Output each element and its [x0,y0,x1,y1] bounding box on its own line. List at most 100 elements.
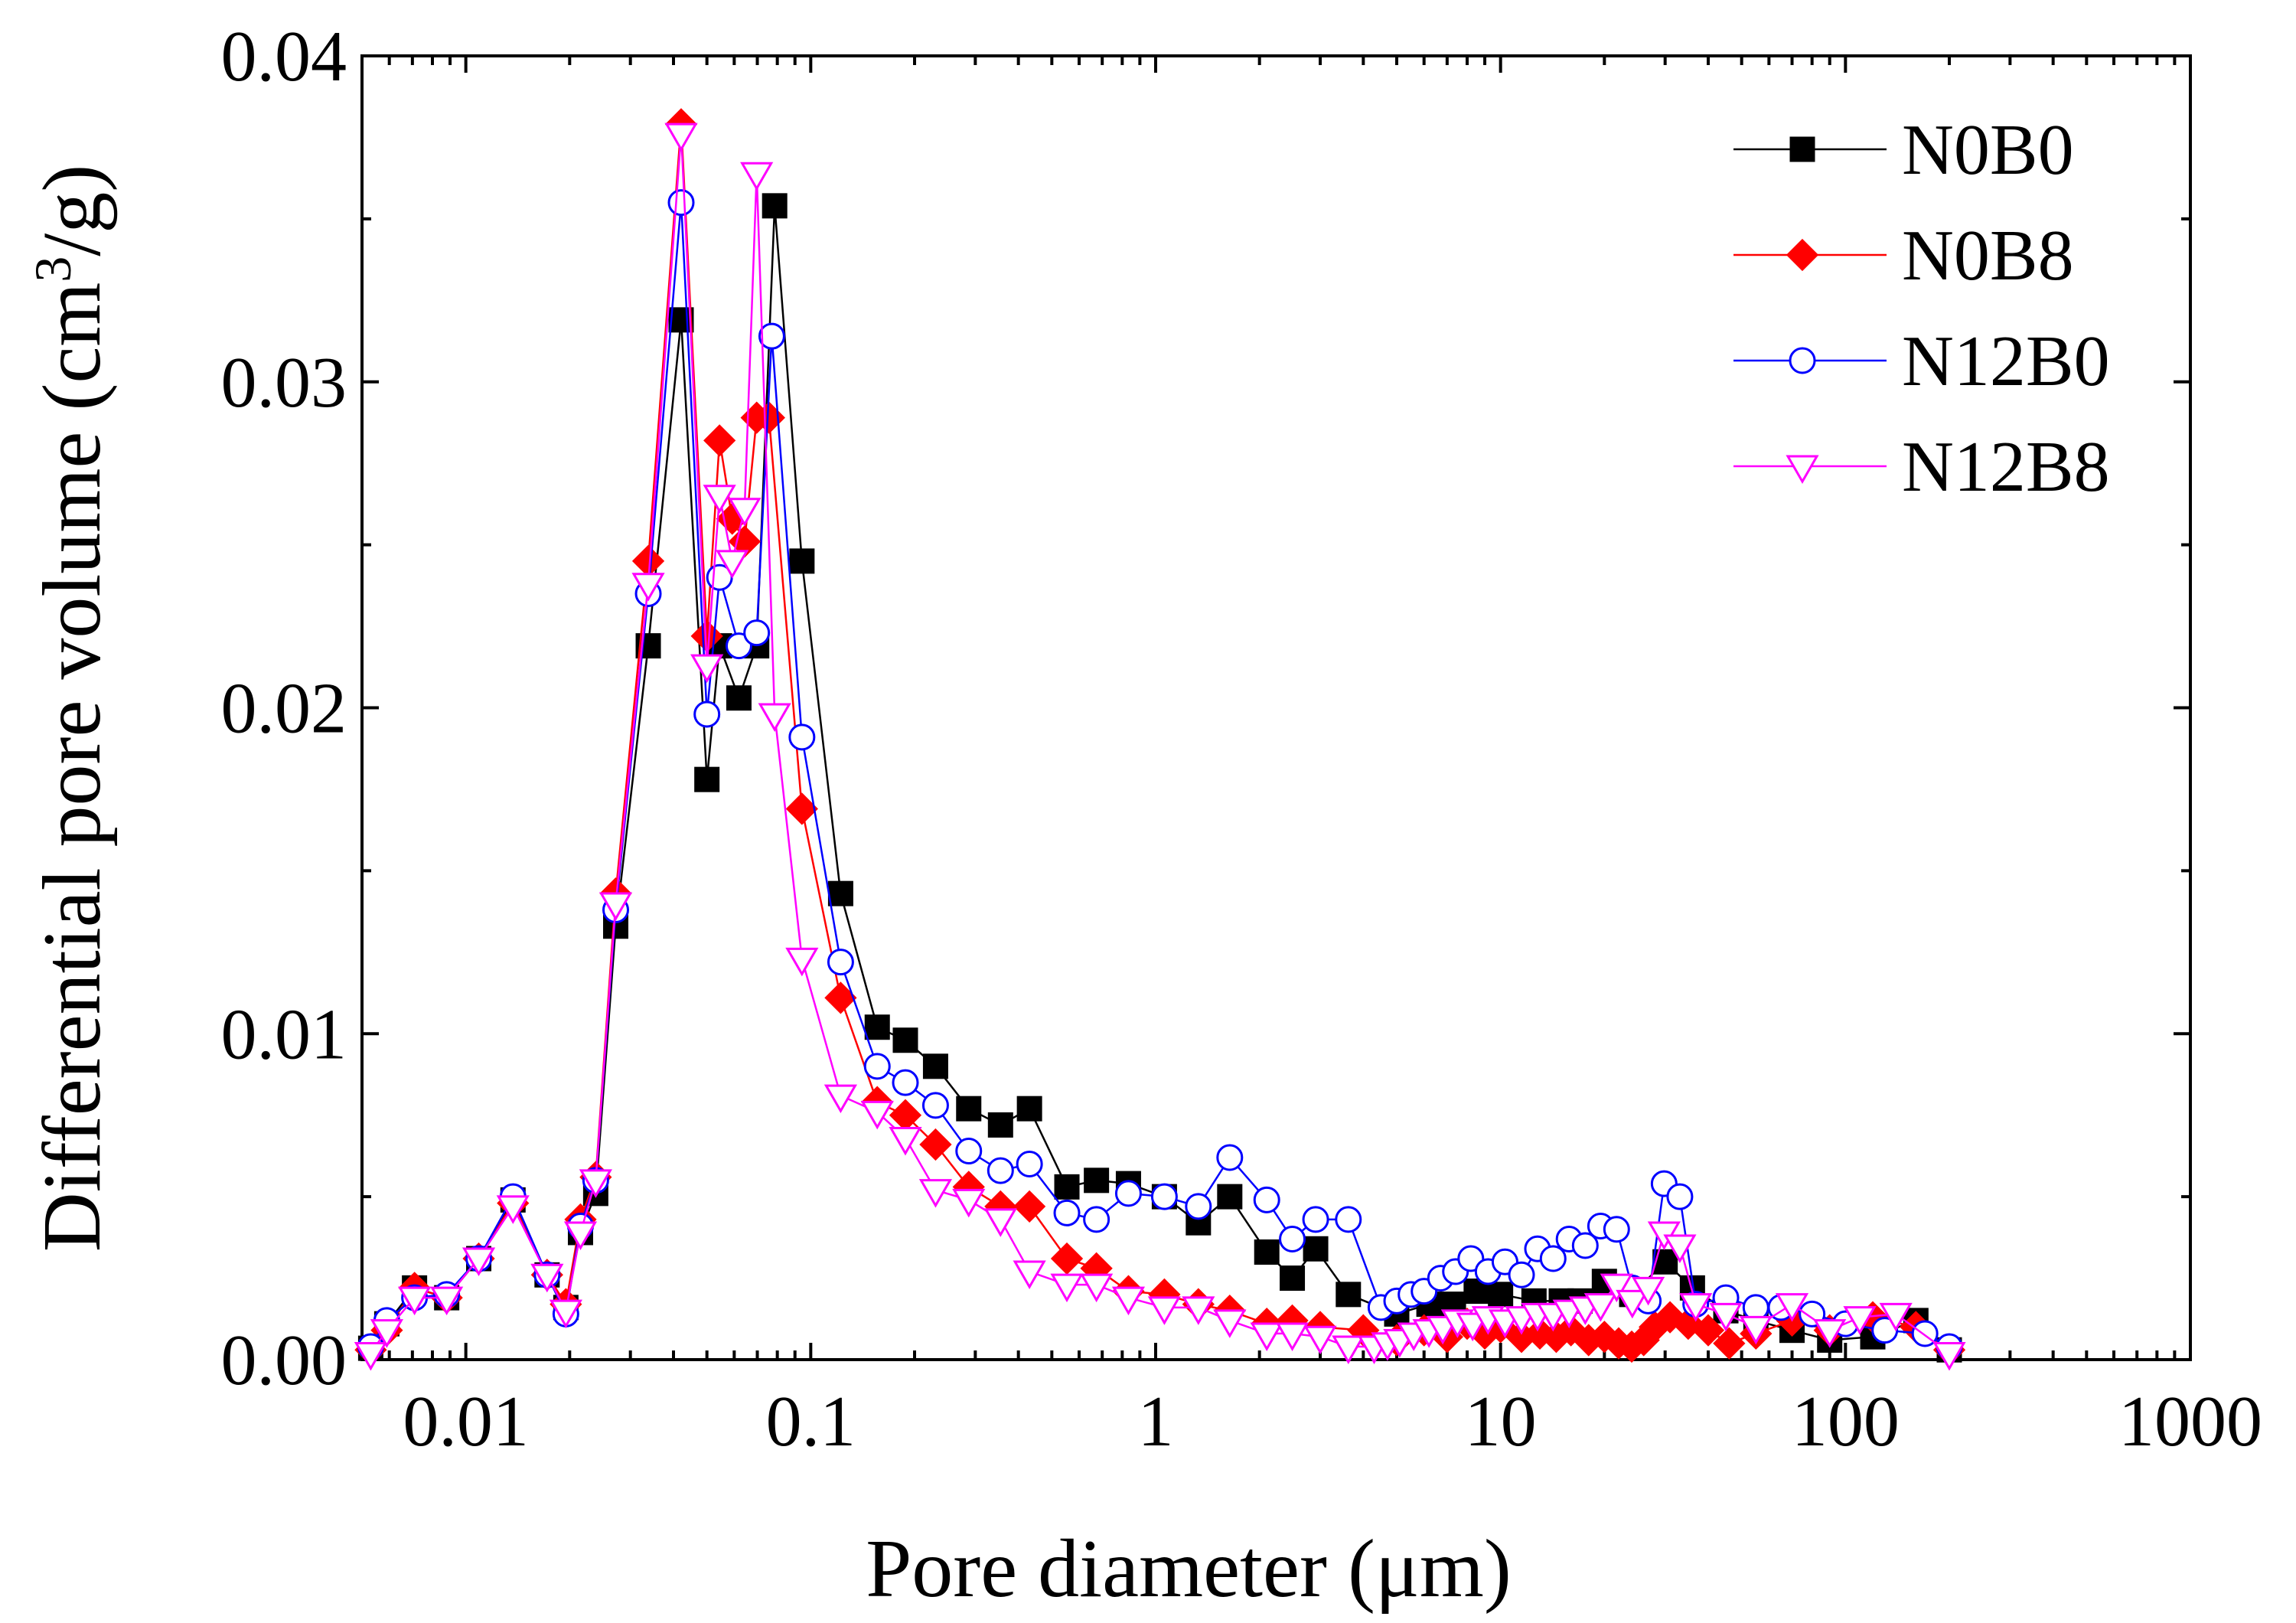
data-point-n12b0 [1253,1186,1280,1213]
data-point-n0b0 [1488,1282,1514,1308]
data-point-n12b8 [1709,1302,1743,1332]
data-point-n0b0 [987,1112,1013,1138]
data-point-n12b8 [952,1188,986,1218]
data-point-n0b0 [694,766,720,792]
data-point-n0b0 [1254,1239,1280,1265]
y-tick-label: 0.03 [221,343,347,423]
data-point-n12b8 [1050,1273,1084,1303]
data-point-n12b0 [693,700,721,728]
data-point-n12b8 [563,1221,598,1250]
legend-item-n0b0: N0B0 [1733,110,2074,190]
y-axis-title: Differential pore volume (cm3/g) [24,165,118,1252]
data-point-n0b8 [703,424,736,457]
data-point-n12b8 [1583,1293,1617,1322]
y-axis-title-main: Differential pore volume (cm [27,282,118,1252]
data-point-n0b8 [785,792,818,825]
series-line-n0b8 [370,124,1950,1351]
data-point-n12b8 [430,1286,464,1316]
data-point-n12b0 [1871,1317,1899,1344]
data-point-n0b0 [1084,1167,1110,1194]
data-point-n0b0 [956,1096,982,1122]
data-point-n12b8 [918,1179,953,1208]
data-point-n12b8 [1332,1335,1365,1364]
x-tick-label: 10 [1465,1382,1537,1461]
data-point-n12b8 [823,1084,858,1114]
data-point-n0b0 [1217,1184,1243,1210]
data-point-n12b8 [1775,1293,1809,1322]
data-point-n12b0 [921,1092,949,1119]
data-point-n12b8 [1679,1293,1713,1322]
x-tick-label: 1000 [2118,1382,2262,1461]
data-point-n0b0 [1336,1282,1362,1308]
data-point-n0b8 [1050,1242,1084,1275]
legend-item-n0b8: N0B8 [1733,216,2074,296]
data-point-n12b8 [530,1263,564,1293]
data-point-n12b8 [1147,1296,1181,1325]
data-point-n12b0 [955,1138,983,1165]
legend-label: N0B0 [1902,110,2074,190]
axis-ticks: 0.01 0.1 1 10 100 1000 0.00 0.01 0.02 0.03 0.04 [221,17,2263,1461]
data-point-n12b8 [1616,1289,1649,1319]
data-point-n12b0 [1016,1151,1043,1178]
data-point-n0b8 [1713,1327,1746,1360]
data-point-n12b0 [1603,1216,1630,1243]
data-point-n12b8 [690,654,724,684]
data-point-n12b0 [1114,1180,1142,1207]
data-point-n12b0 [987,1157,1014,1184]
data-point-n12b8 [1600,1273,1633,1303]
data-point-n12b0 [725,632,752,660]
data-point-n0b0 [762,193,788,219]
x-axis-title: Pore diameter (μm) [866,1523,1512,1615]
data-point-n12b8 [549,1299,582,1329]
data-point-n12b8 [354,1341,387,1371]
data-point-n0b0 [668,307,694,333]
data-point-n12b8 [598,892,633,921]
legend: N0B0 N0B8 N12B0 N12B8 [1733,110,2110,507]
data-point-n12b0 [1185,1193,1212,1220]
data-point-n12b8 [860,1100,894,1130]
data-point-n0b0 [1303,1236,1329,1262]
y-tick-label: 0.02 [221,669,347,749]
y-axis-title-tail: /g) [27,165,118,256]
data-point-n0b0 [827,880,853,906]
data-point-n0b8 [1691,1314,1725,1347]
data-point-n12b0 [758,322,785,350]
data-point-n12b0 [1279,1225,1306,1252]
data-point-n12b0 [667,189,695,217]
data-point-n12b8 [1013,1260,1046,1290]
data-point-n12b8 [1250,1322,1283,1351]
legend-marker [1789,347,1816,374]
data-point-n12b8 [1813,1319,1847,1348]
data-point-n12b8 [983,1208,1017,1237]
legend-label: N0B8 [1902,216,2074,296]
data-point-n0b0 [864,1014,890,1040]
data-point-n12b8 [1213,1309,1247,1338]
data-point-n0b8 [824,981,857,1014]
data-point-n12b8 [664,122,698,152]
data-point-n12b8 [1932,1341,1966,1371]
data-point-n12b0 [788,723,816,751]
data-point-n12b0 [1150,1183,1178,1210]
data-point-n12b8 [758,703,791,733]
data-point-n12b8 [461,1247,496,1277]
data-point-n12b8 [496,1195,530,1224]
data-point-n12b8 [1111,1286,1146,1316]
data-point-n0b0 [892,1027,918,1053]
x-tick-label: 0.01 [403,1382,529,1461]
data-point-n12b8 [703,485,736,514]
data-point-n0b0 [726,685,752,711]
data-point-n12b8 [1080,1273,1114,1303]
data-point-n0b0 [1280,1265,1306,1292]
data-point-n12b8 [1275,1322,1309,1351]
data-point-n12b0 [1216,1144,1244,1171]
data-point-n12b0 [1083,1206,1110,1233]
x-tick-label: 0.1 [766,1382,856,1461]
data-point-n12b0 [1666,1183,1694,1210]
data-point-n12b8 [728,498,762,527]
data-point-n12b0 [827,949,854,976]
data-point-n12b8 [370,1319,403,1348]
legend-label: N12B0 [1902,322,2110,401]
legend-marker [1789,136,1815,162]
data-point-n12b8 [398,1286,432,1316]
